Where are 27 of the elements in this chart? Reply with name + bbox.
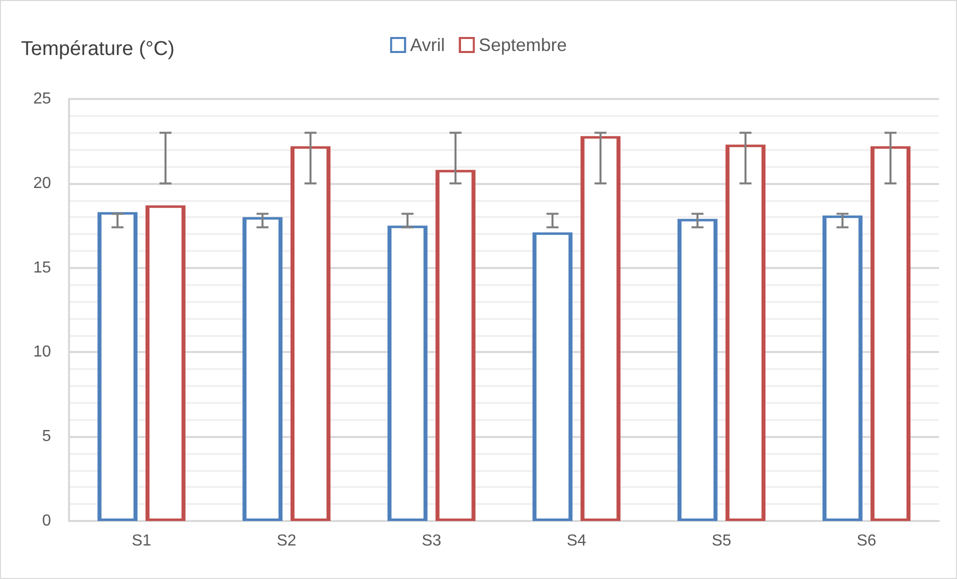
- bar: [870, 146, 910, 521]
- legend-label: Septembre: [478, 35, 567, 55]
- x-tick-label: S4: [566, 532, 586, 550]
- y-tick-label: 25: [33, 90, 52, 108]
- bar: [146, 205, 186, 521]
- x-tick-label: S3: [422, 532, 442, 550]
- x-tick-label: S5: [712, 532, 732, 550]
- y-tick-label: 0: [42, 512, 52, 530]
- x-tick-label: S6: [856, 532, 876, 550]
- bar: [532, 232, 572, 521]
- bar: [242, 217, 282, 521]
- y-tick-label: 5: [42, 428, 52, 446]
- x-tick-label: S2: [276, 532, 296, 550]
- y-tick-label: 20: [33, 174, 52, 192]
- y-tick-label: 15: [33, 259, 52, 276]
- x-tick-label: S1: [132, 532, 152, 550]
- y-axis-title: Température (°C): [21, 38, 175, 60]
- legend-label: Avril: [410, 35, 445, 55]
- bar: [98, 212, 138, 521]
- bar: [678, 218, 718, 521]
- bar: [822, 215, 862, 521]
- bar: [580, 136, 620, 521]
- y-tick-label: 10: [33, 344, 52, 361]
- bar: [388, 226, 428, 521]
- bar: [436, 170, 476, 521]
- bar: [290, 146, 330, 521]
- bar: [726, 144, 766, 521]
